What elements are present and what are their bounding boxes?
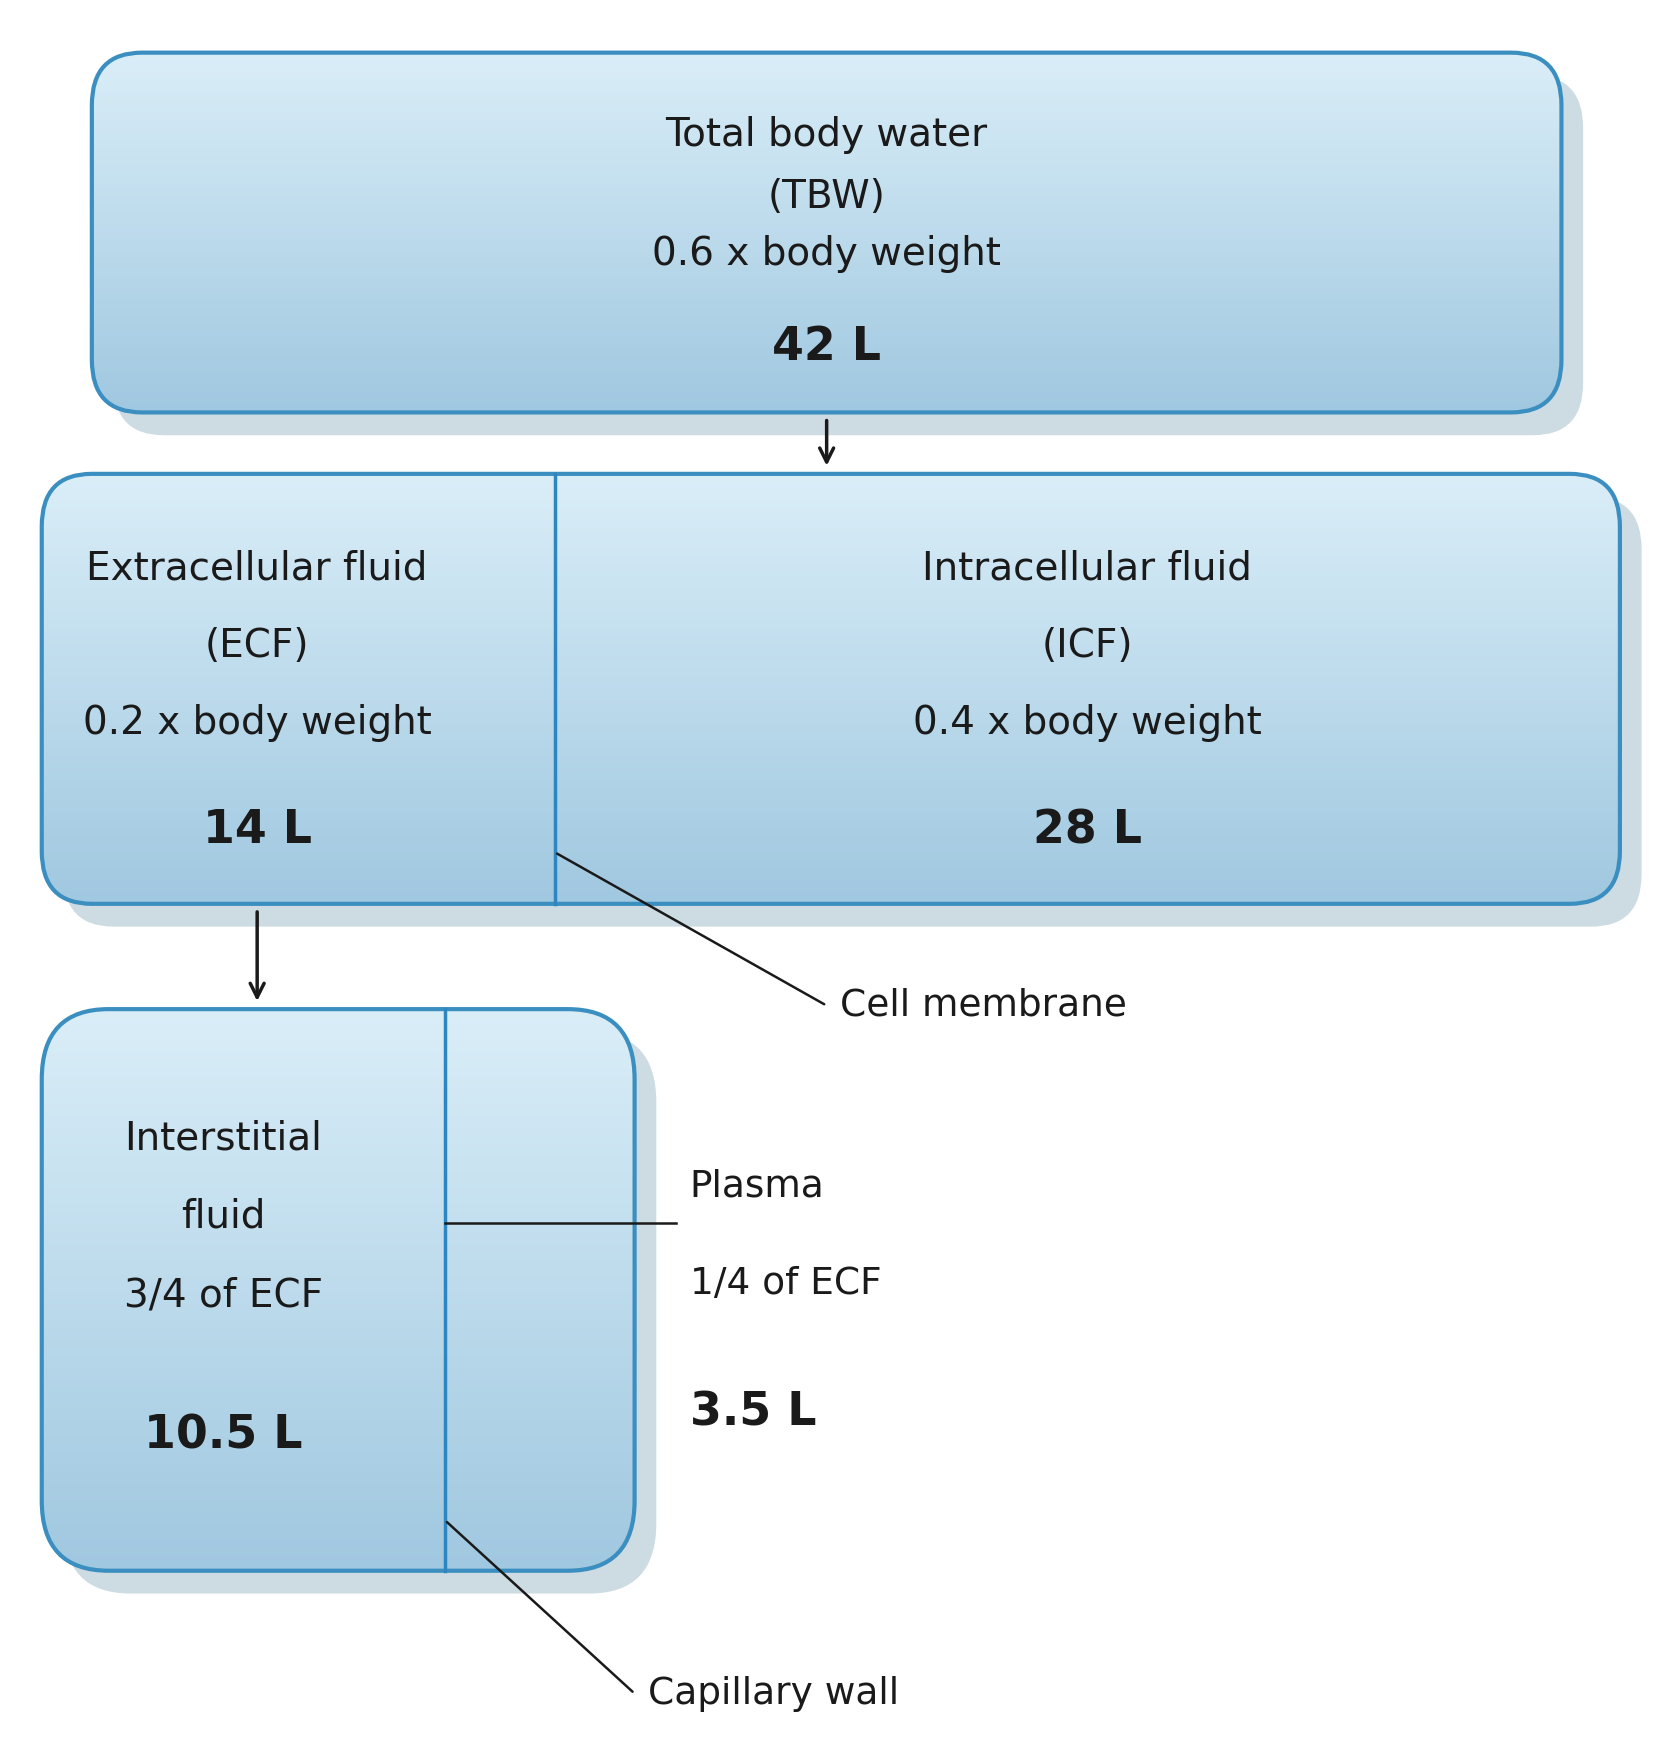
FancyBboxPatch shape	[42, 1009, 635, 1571]
Text: 3/4 of ECF: 3/4 of ECF	[124, 1276, 322, 1314]
Text: (TBW): (TBW)	[768, 177, 885, 216]
Text: Capillary wall: Capillary wall	[648, 1676, 898, 1711]
Text: 0.4 x body weight: 0.4 x body weight	[913, 704, 1261, 742]
Text: Intracellular fluid: Intracellular fluid	[922, 549, 1252, 588]
FancyBboxPatch shape	[42, 474, 1620, 904]
Text: 1/4 of ECF: 1/4 of ECF	[690, 1267, 882, 1302]
Text: 10.5 L: 10.5 L	[144, 1413, 302, 1458]
Text: (ECF): (ECF)	[205, 627, 309, 665]
Text: Interstitial: Interstitial	[124, 1120, 322, 1157]
FancyBboxPatch shape	[92, 53, 1561, 412]
Text: 0.6 x body weight: 0.6 x body weight	[653, 235, 1000, 274]
Text: 42 L: 42 L	[772, 325, 882, 370]
Text: 28 L: 28 L	[1032, 809, 1142, 853]
Text: 0.2 x body weight: 0.2 x body weight	[84, 704, 431, 742]
Text: Total body water: Total body water	[666, 116, 987, 154]
Text: 14 L: 14 L	[202, 809, 312, 853]
Text: (ICF): (ICF)	[1042, 627, 1132, 665]
Text: fluid: fluid	[180, 1199, 266, 1236]
FancyBboxPatch shape	[63, 1032, 656, 1594]
FancyBboxPatch shape	[114, 75, 1583, 435]
FancyBboxPatch shape	[63, 497, 1642, 927]
Text: Extracellular fluid: Extracellular fluid	[87, 549, 428, 588]
Text: Cell membrane: Cell membrane	[840, 988, 1127, 1023]
Text: 3.5 L: 3.5 L	[690, 1392, 817, 1436]
Text: Plasma: Plasma	[690, 1169, 825, 1206]
